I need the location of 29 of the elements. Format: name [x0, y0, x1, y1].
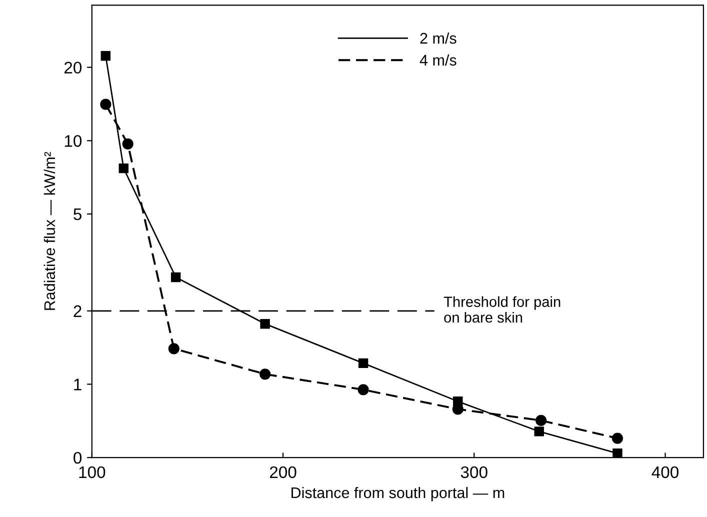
y-tick-label: 2 [74, 305, 82, 317]
point [100, 98, 112, 110]
point [358, 384, 369, 396]
point [100, 50, 111, 61]
y-tick-label: 20 [64, 62, 82, 74]
point [358, 358, 368, 368]
point [612, 432, 624, 444]
point [122, 138, 134, 150]
y-tick-label: 5 [74, 208, 82, 220]
x-tick-label: 100 [79, 466, 106, 478]
point [260, 318, 270, 329]
y-axis-title: Radiative flux — kW/m² [44, 152, 56, 310]
point [260, 368, 271, 380]
ref-line-label: Threshold for pain on bare skin [444, 296, 560, 323]
point [535, 414, 547, 426]
x-axis-title: Distance from south portal — m [292, 486, 504, 502]
x-tick-label: 200 [270, 466, 296, 478]
point [170, 272, 181, 282]
y-tick-label: 1 [74, 378, 82, 390]
x-tick-label: 400 [652, 466, 678, 478]
x-tick-label: 300 [460, 466, 488, 478]
point [612, 448, 622, 458]
point [534, 426, 544, 436]
legend-label: 4 m/s [420, 54, 456, 66]
legend-label: 2 m/s [420, 32, 456, 44]
point [168, 343, 180, 354]
y-tick-label: 10 [64, 135, 82, 147]
y-tick-label: 0 [74, 452, 82, 464]
point [118, 163, 128, 174]
